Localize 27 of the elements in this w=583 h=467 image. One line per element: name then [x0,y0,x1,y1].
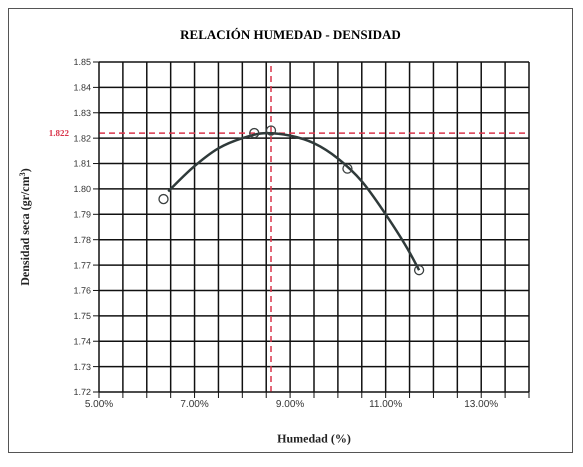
point [414,265,424,276]
y-tick-label: 1.74 [73,336,91,346]
y-tick-label: 1.78 [73,234,91,245]
y-tick-label: 1.72 [73,387,91,398]
y-tick-label: 1.80 [73,184,91,194]
y-tick-label: 1.79 [73,210,91,220]
x-tick-label: 13.00% [464,399,498,410]
point [158,194,169,204]
x-tick-label: 7.00% [180,399,209,410]
y-tick-label: 1.77 [73,260,91,270]
chart-title: RELACIÓN HUMEDAD - DENSIDAD [179,27,402,44]
y-tick-label: 1.85 [73,57,91,68]
x-tick-label: 11.00% [369,399,402,410]
point [342,163,353,174]
point [266,125,276,136]
y-tick-label: 1.73 [73,362,91,372]
y-tick-label: 1.82 [73,133,91,144]
y-tick-label: 1.75 [73,311,91,322]
y-tick-label: 1.84 [73,82,91,93]
y-tick-label: 1.81 [73,158,91,169]
y-tick-label: 1.76 [73,286,91,296]
point [249,128,260,138]
x-tick-label: 5.00% [84,399,114,410]
ref-line-label: 1.822 [48,128,70,138]
y-tick-label: 1.83 [73,108,91,118]
x-axis-title: Humedad (%) [277,432,351,446]
x-tick-label: 9.00% [276,399,304,410]
